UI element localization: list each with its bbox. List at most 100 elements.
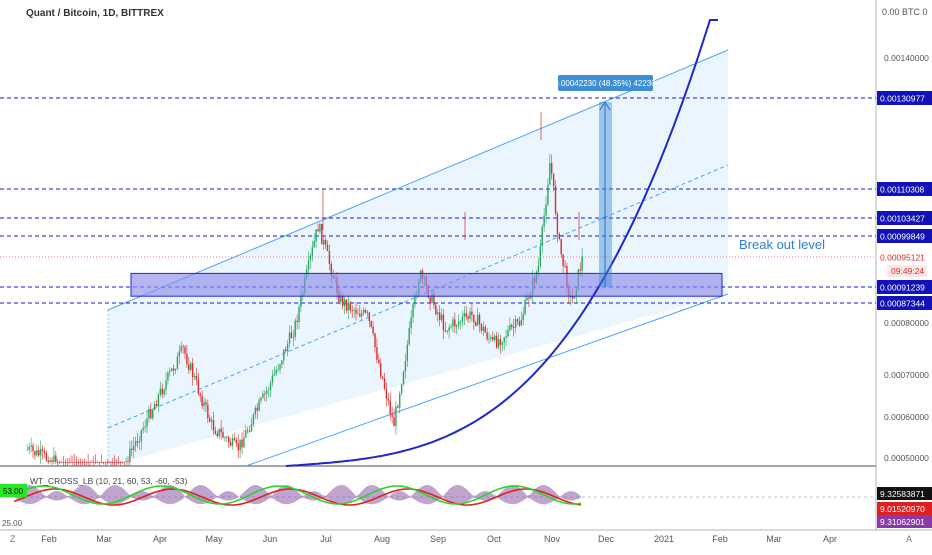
candle-253 [507, 325, 509, 339]
candle-54 [129, 440, 131, 466]
parabolic-curve[interactable] [285, 19, 718, 467]
candle-body-204 [414, 294, 416, 305]
candle-215 [435, 303, 437, 316]
candle-body-64 [148, 409, 150, 419]
candle-82 [182, 344, 184, 354]
candle-body-67 [153, 404, 156, 411]
candle-body-17 [58, 462, 61, 463]
candle-body-226 [456, 325, 458, 327]
breakout-zone-box[interactable] [130, 272, 723, 297]
candle-body-40 [102, 462, 105, 463]
indicator-left-badge [0, 484, 27, 497]
candle-body-195 [397, 406, 399, 408]
level-price-tag-2 [877, 211, 932, 225]
candle-41 [104, 461, 106, 466]
candle-body-138 [288, 332, 291, 344]
candle-27 [77, 459, 80, 466]
candle-174 [357, 308, 359, 315]
candle-body-248 [497, 339, 500, 348]
candle-31 [85, 461, 87, 466]
candle-74 [167, 370, 169, 385]
candle-171 [351, 305, 353, 318]
candle-body-189 [385, 388, 388, 399]
candle-body-171 [351, 310, 353, 311]
level-price-tag-1 [877, 182, 932, 196]
candle-body-260 [520, 320, 523, 326]
candle-226 [456, 324, 458, 335]
candle-254 [509, 317, 511, 333]
candle-13 [51, 457, 53, 466]
candle-body-103 [222, 432, 224, 438]
candle-105 [226, 434, 228, 443]
candle-body-241 [484, 326, 486, 333]
candle-body-131 [275, 369, 277, 374]
candle-body-203 [412, 304, 414, 318]
candle-47 [115, 458, 118, 466]
candle-9 [43, 447, 46, 458]
candle-24 [72, 455, 74, 466]
candle-body-31 [85, 462, 87, 463]
candle-235 [473, 314, 475, 330]
candle-body-100 [216, 433, 219, 437]
candle-body-261 [522, 314, 524, 321]
candle-body-235 [473, 314, 475, 323]
candle-body-278 [554, 186, 557, 214]
candle-94 [205, 398, 207, 412]
indicator-value-text-1: 9.01520970 [880, 504, 925, 514]
channel-upper-line[interactable] [107, 49, 729, 311]
candle-body-253 [507, 330, 509, 337]
candle-body-54 [129, 448, 131, 462]
candle-body-228 [459, 321, 462, 323]
candle-91 [199, 392, 201, 403]
candle-body-173 [355, 309, 357, 314]
zoom-z-label[interactable]: Z [10, 534, 16, 544]
candle-body-269 [537, 265, 540, 272]
candle-49 [119, 461, 122, 466]
candle-body-141 [294, 320, 296, 338]
candle-218 [440, 308, 443, 323]
candle-51 [123, 461, 125, 466]
candle-107 [229, 438, 232, 447]
candle-body-280 [558, 234, 561, 239]
candle-8 [41, 445, 44, 460]
candle-body-77 [172, 368, 175, 371]
candle-262 [524, 294, 526, 316]
candle-body-219 [442, 314, 445, 331]
candle-body-97 [210, 420, 213, 422]
candle-body-113 [241, 439, 243, 448]
candle-body-216 [437, 312, 439, 315]
candle-body-56 [133, 445, 135, 451]
candle-body-111 [237, 443, 239, 451]
y-tick-1: 0.00060000 [884, 412, 929, 422]
candle-body-19 [62, 462, 65, 463]
candle-body-20 [64, 462, 67, 463]
candle-275 [549, 154, 551, 185]
candle-body-183 [374, 333, 376, 348]
indicator-left-value: 25.00 [2, 519, 23, 528]
x-tick-6: Aug [374, 534, 390, 544]
candle-body-246 [494, 335, 496, 341]
candle-body-182 [372, 326, 374, 334]
level-price-text-2: 0.00103427 [880, 214, 925, 224]
candle-141 [294, 317, 296, 341]
candle-270 [539, 239, 542, 269]
candle-body-21 [66, 462, 68, 463]
candle-body-144 [300, 295, 302, 307]
candle-body-76 [171, 368, 173, 371]
candle-body-41 [104, 462, 106, 463]
candle-67 [153, 401, 156, 411]
auto-scale-label[interactable]: A [906, 534, 912, 544]
candle-body-85 [188, 364, 190, 371]
candle-body-283 [564, 265, 566, 267]
channel-lower-line[interactable] [245, 293, 729, 467]
indicator-value-tag-0 [877, 487, 932, 500]
candle-281 [560, 238, 562, 258]
indicator-name: WT_CROSS_LB (10, 21, 60, 53, -60, -53) [30, 476, 187, 486]
candle-body-249 [499, 339, 502, 345]
candle-body-215 [435, 305, 437, 315]
candle-247 [495, 331, 498, 350]
candle-body-68 [155, 404, 158, 407]
candle-body-223 [450, 326, 452, 328]
